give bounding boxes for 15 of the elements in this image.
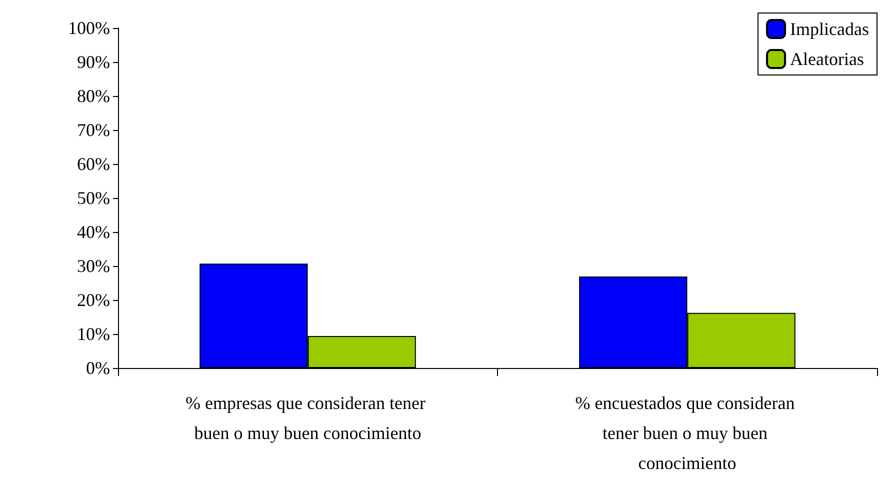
y-tick-label: 90% bbox=[77, 52, 110, 72]
y-tick-label: 10% bbox=[77, 324, 110, 344]
y-tick-label: 60% bbox=[77, 154, 110, 174]
y-tick-label: 30% bbox=[77, 256, 110, 276]
y-tick-label: 40% bbox=[77, 222, 110, 242]
y-tick-label: 0% bbox=[86, 358, 110, 378]
legend-label: Aleatorias bbox=[790, 49, 864, 69]
y-tick-label: 70% bbox=[77, 120, 110, 140]
y-tick-label: 50% bbox=[77, 188, 110, 208]
x-tick-label: % empresas que consideran tener buen o muy buen conocimiento bbox=[186, 393, 430, 443]
y-tick-label: 20% bbox=[77, 290, 110, 310]
y-tick-label: 80% bbox=[77, 86, 110, 106]
y-tick-label: 100% bbox=[68, 18, 110, 38]
legend-label: Implicadas bbox=[790, 19, 870, 39]
x-tick-label: % encuestados que consideran tener buen o muy buen conocimiento bbox=[575, 393, 800, 473]
